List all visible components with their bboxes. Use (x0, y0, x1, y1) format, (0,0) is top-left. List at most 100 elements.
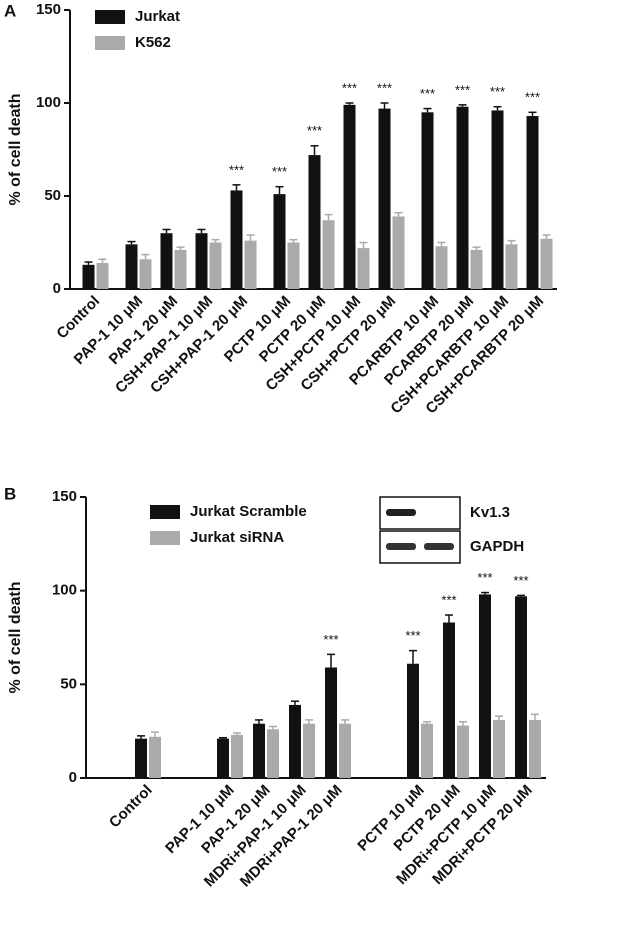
bar (230, 190, 243, 289)
significance-marker: *** (342, 80, 357, 95)
error-bar (84, 261, 93, 265)
bar (217, 738, 229, 778)
x-tick-label: Control (106, 782, 156, 832)
bar (267, 729, 279, 778)
bar (231, 734, 243, 778)
legend-swatch (150, 505, 180, 519)
significance-marker: *** (377, 80, 392, 95)
bar (407, 663, 419, 778)
y-tick-label: 100 (52, 582, 77, 599)
blot-band (424, 543, 454, 550)
bar (325, 667, 337, 778)
error-bar (98, 258, 107, 263)
y-tick-label: 100 (36, 94, 61, 111)
significance-marker: *** (455, 82, 470, 97)
panel-label: A (4, 1, 16, 20)
bar (443, 622, 455, 778)
error-bar (197, 228, 206, 234)
bar (493, 719, 505, 778)
bar (505, 244, 518, 289)
error-bar (531, 713, 539, 720)
bar (149, 736, 161, 778)
legend-label: Jurkat siRNA (190, 529, 284, 546)
significance-marker: *** (525, 90, 540, 105)
bar (435, 246, 448, 289)
error-bar (176, 246, 185, 250)
error-bar (289, 238, 298, 243)
legend-swatch (95, 10, 125, 24)
legend-label: Jurkat Scramble (190, 503, 307, 520)
bar (470, 249, 483, 289)
bar (160, 233, 173, 289)
error-bar (458, 104, 467, 107)
y-tick-label: 150 (36, 1, 61, 18)
error-bar (459, 721, 467, 726)
bar (195, 233, 208, 289)
error-bar (275, 185, 284, 195)
significance-marker: *** (441, 592, 456, 607)
error-bar (219, 736, 227, 739)
error-bar (269, 725, 277, 730)
error-bar (255, 719, 263, 724)
bar (82, 264, 95, 289)
bar (209, 242, 222, 289)
bar (308, 155, 321, 289)
error-bar (380, 102, 389, 109)
bar (125, 244, 138, 289)
bar (343, 104, 356, 289)
error-bar (437, 241, 446, 247)
bar (421, 723, 433, 778)
blot-label: Kv1.3 (470, 504, 510, 521)
y-tick-label: 50 (44, 187, 61, 204)
error-bar (517, 594, 525, 597)
panel-label: B (4, 484, 16, 503)
error-bar (394, 211, 403, 217)
bar (289, 704, 301, 778)
bar (526, 116, 539, 290)
error-bar (359, 241, 368, 249)
bar (303, 723, 315, 778)
significance-marker: *** (323, 632, 338, 647)
error-bar (423, 721, 431, 724)
y-axis-label: % of cell death (7, 93, 24, 205)
significance-marker: *** (307, 123, 322, 138)
error-bar (127, 240, 136, 245)
blot-band (386, 543, 416, 550)
bar (273, 194, 286, 289)
error-bar (409, 649, 417, 664)
y-tick-label: 50 (60, 675, 77, 692)
error-bar (305, 719, 313, 724)
blot-label: GAPDH (470, 538, 524, 555)
error-bar (423, 107, 432, 113)
bar (357, 248, 370, 289)
error-bar (162, 228, 171, 234)
error-bar (481, 591, 489, 595)
bar (421, 112, 434, 289)
error-bar (137, 735, 145, 739)
significance-marker: *** (420, 86, 435, 101)
error-bar (310, 145, 319, 156)
blot-band (386, 509, 416, 516)
bar (139, 259, 152, 289)
y-axis-label: % of cell death (7, 581, 24, 693)
y-tick-label: 0 (69, 769, 77, 786)
error-bar (141, 253, 150, 260)
bar (378, 108, 391, 289)
error-bar (211, 238, 220, 243)
bar (529, 719, 541, 778)
legend-label: K562 (135, 34, 171, 51)
bar (339, 723, 351, 778)
significance-marker: *** (513, 573, 528, 588)
significance-marker: *** (490, 84, 505, 99)
bar (457, 725, 469, 778)
legend-label: Jurkat (135, 8, 180, 25)
error-bar (528, 111, 537, 117)
error-bar (151, 731, 159, 737)
error-bar (246, 234, 255, 241)
error-bar (327, 653, 335, 668)
bar (515, 596, 527, 778)
bar (287, 242, 300, 289)
error-bar (345, 102, 354, 105)
bar (322, 220, 335, 289)
